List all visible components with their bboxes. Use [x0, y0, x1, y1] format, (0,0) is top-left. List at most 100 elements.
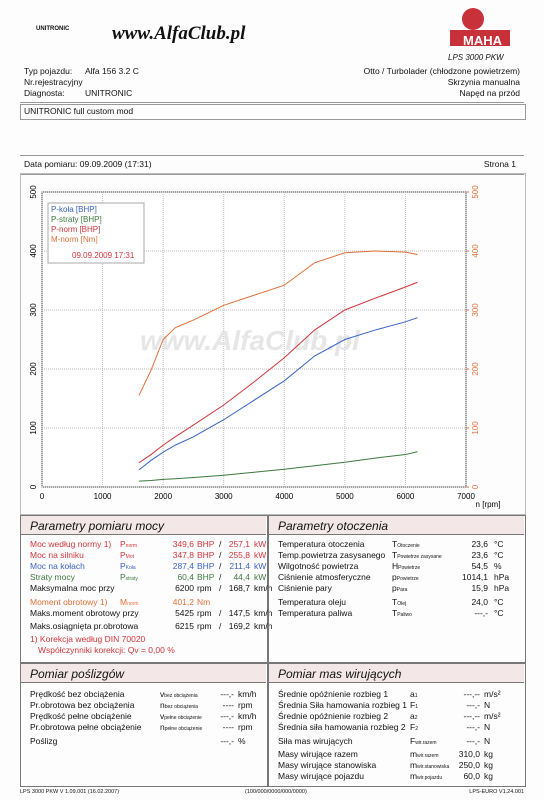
x-tick-label: 2000 — [154, 492, 172, 501]
panel — [268, 663, 526, 787]
symbol: F2 — [410, 722, 418, 732]
value: 6215 — [175, 621, 194, 631]
panel-header — [269, 664, 524, 683]
site: www.AlfaClub.pl — [112, 23, 246, 44]
legend-date: 09.09.2009 17:31 — [72, 251, 135, 260]
unit: rpm — [197, 608, 212, 618]
value: ---,- — [220, 689, 234, 699]
unit: kg — [484, 760, 493, 770]
symbol: F1 — [410, 700, 418, 710]
row-label: Pr.obrotowa pełne obciążenie — [30, 722, 142, 732]
unit: BHP — [197, 561, 215, 571]
x-tick-label: 7000 — [457, 492, 475, 501]
unit: °C — [494, 539, 504, 549]
legend-entry: P-koła [BHP] — [51, 205, 97, 214]
symbol: PMot — [120, 550, 135, 560]
row-label: Ciśnienie pary — [278, 583, 332, 593]
unit: °C — [494, 597, 504, 607]
row-label: Średnia Siła hamowania rozbieg 1 — [278, 700, 407, 710]
value: 1014,1 — [462, 572, 488, 582]
unit: rpm — [238, 700, 253, 710]
value: 54,5 — [471, 561, 488, 571]
unit: kg — [484, 749, 493, 759]
row-label: Straty mocy — [30, 572, 75, 582]
x-tick-label: 3000 — [215, 492, 233, 501]
footnote: Współczynniki korekcji: Qv = 0,00 % — [38, 645, 175, 655]
row-label: Poślizg — [30, 736, 58, 746]
y-tick-label: 200 — [29, 362, 38, 376]
footnote: 1) Korekcja według DIN 70020 — [30, 634, 146, 644]
symbol: nbez obciążenia — [160, 700, 199, 710]
text: Skrzynia manualna — [447, 77, 520, 87]
row-label: Masy wirujące stanowiska — [278, 760, 377, 770]
value: 169,2 — [228, 621, 250, 631]
symbol-sub: Mot — [125, 554, 135, 560]
symbol-sub: 2 — [415, 726, 418, 732]
footer: (100/000/0000/000/0000) — [245, 789, 307, 795]
row-label: Maks.moment obrotowy przy — [30, 608, 139, 618]
symbol-sub: Powietrze — [398, 565, 421, 571]
row-label: Temperatura oleju — [278, 597, 347, 607]
value: 287,4 — [172, 561, 194, 571]
symbol-sub: Powietrze — [396, 576, 419, 582]
symbol: Pnorm — [120, 539, 138, 549]
symbol-sub: Otoczenie — [397, 543, 420, 549]
value: 15,9 — [471, 583, 488, 593]
unit: km/h — [254, 583, 273, 593]
value: ---,- — [220, 736, 234, 746]
row-label: Moc według normy 1) — [30, 539, 112, 549]
value: ---,-- — [463, 689, 480, 699]
row-label: Maks.osiągnięta pr.obrotowa — [30, 621, 139, 631]
unit: kW — [254, 539, 267, 549]
value: ---- — [222, 700, 234, 710]
unit: kW — [254, 561, 267, 571]
unit: km/h — [238, 711, 257, 721]
row-label: Temp.powietrza zasysanego — [278, 550, 386, 560]
unit: km/h — [254, 608, 273, 618]
unit: km/h — [254, 621, 273, 631]
value: ---,- — [466, 722, 480, 732]
value: 5425 — [175, 608, 194, 618]
legend-entry: M-norm [Nm] — [51, 235, 98, 244]
y-tick-label: 0 — [29, 484, 38, 489]
x-tick-label: 5000 — [336, 492, 354, 501]
row-label: Moment obrotowy 1) — [30, 597, 108, 607]
series-line — [138, 250, 418, 396]
symbol: TPaliwo — [392, 608, 412, 618]
value: 60,0 — [463, 771, 480, 781]
symbol-sub: Para — [396, 587, 408, 593]
text: Otto / Turbolader (chłodzone powietrzem) — [363, 66, 520, 76]
symbol: mwir.razem — [410, 749, 439, 759]
unit: rpm — [238, 722, 253, 732]
symbol-sub: pełne obciążenie — [164, 715, 202, 721]
text: Nr.rejestracyjny — [24, 77, 83, 87]
text: UNITRONIC — [85, 88, 133, 98]
y2-tick-label: 200 — [471, 362, 480, 376]
separator: / — [219, 621, 222, 631]
row-label: Siła mas wirujących — [278, 736, 353, 746]
brand: UNITRONIC — [36, 26, 70, 32]
separator: / — [219, 561, 222, 571]
symbol-sub: 1 — [415, 704, 418, 710]
value: 250,0 — [458, 760, 480, 770]
symbol: a2 — [410, 711, 418, 721]
value: 60,4 — [177, 572, 194, 582]
unit: BHP — [197, 539, 215, 549]
symbol: TOlej — [392, 597, 407, 607]
symbol-sub: Paliwo — [397, 612, 412, 618]
note: UNITRONIC full custom mod — [24, 106, 134, 116]
value: 347,8 — [172, 550, 194, 560]
value: 24,0 — [471, 597, 488, 607]
panel-title: Pomiar poślizgów — [30, 667, 125, 681]
separator: / — [219, 608, 222, 618]
unit: BHP — [197, 550, 215, 560]
row-label: Prędkość bez obciążenia — [30, 689, 125, 699]
unit: N — [484, 722, 491, 732]
unit: kW — [254, 550, 267, 560]
x-tick-label: 6000 — [397, 492, 415, 501]
unit: hPa — [494, 583, 510, 593]
date: Data pomiaru: 09.09.2009 (17:31) — [24, 159, 152, 169]
unit: m/s² — [484, 711, 501, 721]
date-box — [20, 155, 524, 175]
y2-tick-label: 400 — [471, 244, 480, 258]
